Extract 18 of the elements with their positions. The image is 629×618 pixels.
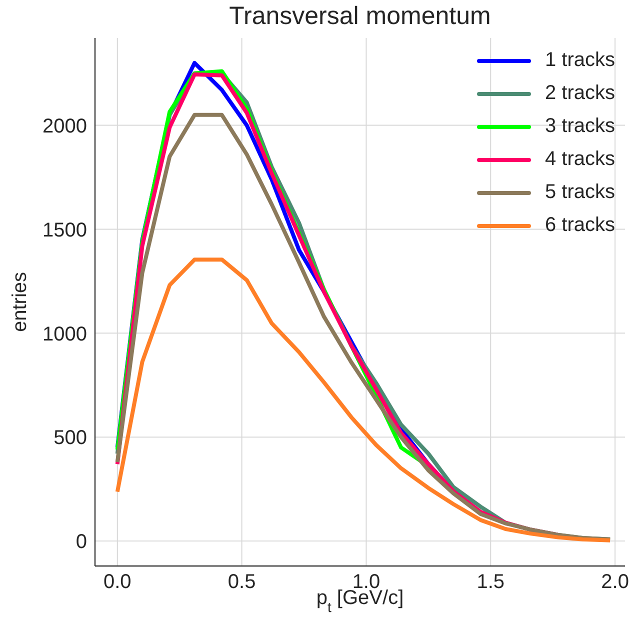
legend-label: 5 tracks [544,180,615,205]
y-tick-label: 1000 [42,323,87,346]
legend-label: 4 tracks [544,147,615,172]
y-axis-title: entries [9,272,32,332]
x-tick-label: 0.0 [103,571,132,594]
legend-label: 6 tracks [544,213,615,238]
line-series [115,258,612,542]
legend-label: 2 tracks [544,81,615,106]
x-tick-label: 2.0 [601,571,629,594]
y-tick-label: 0 [76,531,87,554]
y-tick-label: 500 [54,427,87,450]
x-tick-label: 0.5 [228,571,256,594]
legend-label: 3 tracks [544,114,615,139]
y-tick-label: 2000 [42,115,87,138]
legend-label: 1 tracks [544,48,615,73]
chart-title: Transversal momentum [228,2,492,31]
y-tick-label: 1500 [42,219,87,242]
x-tick-label: 1.5 [476,571,505,594]
